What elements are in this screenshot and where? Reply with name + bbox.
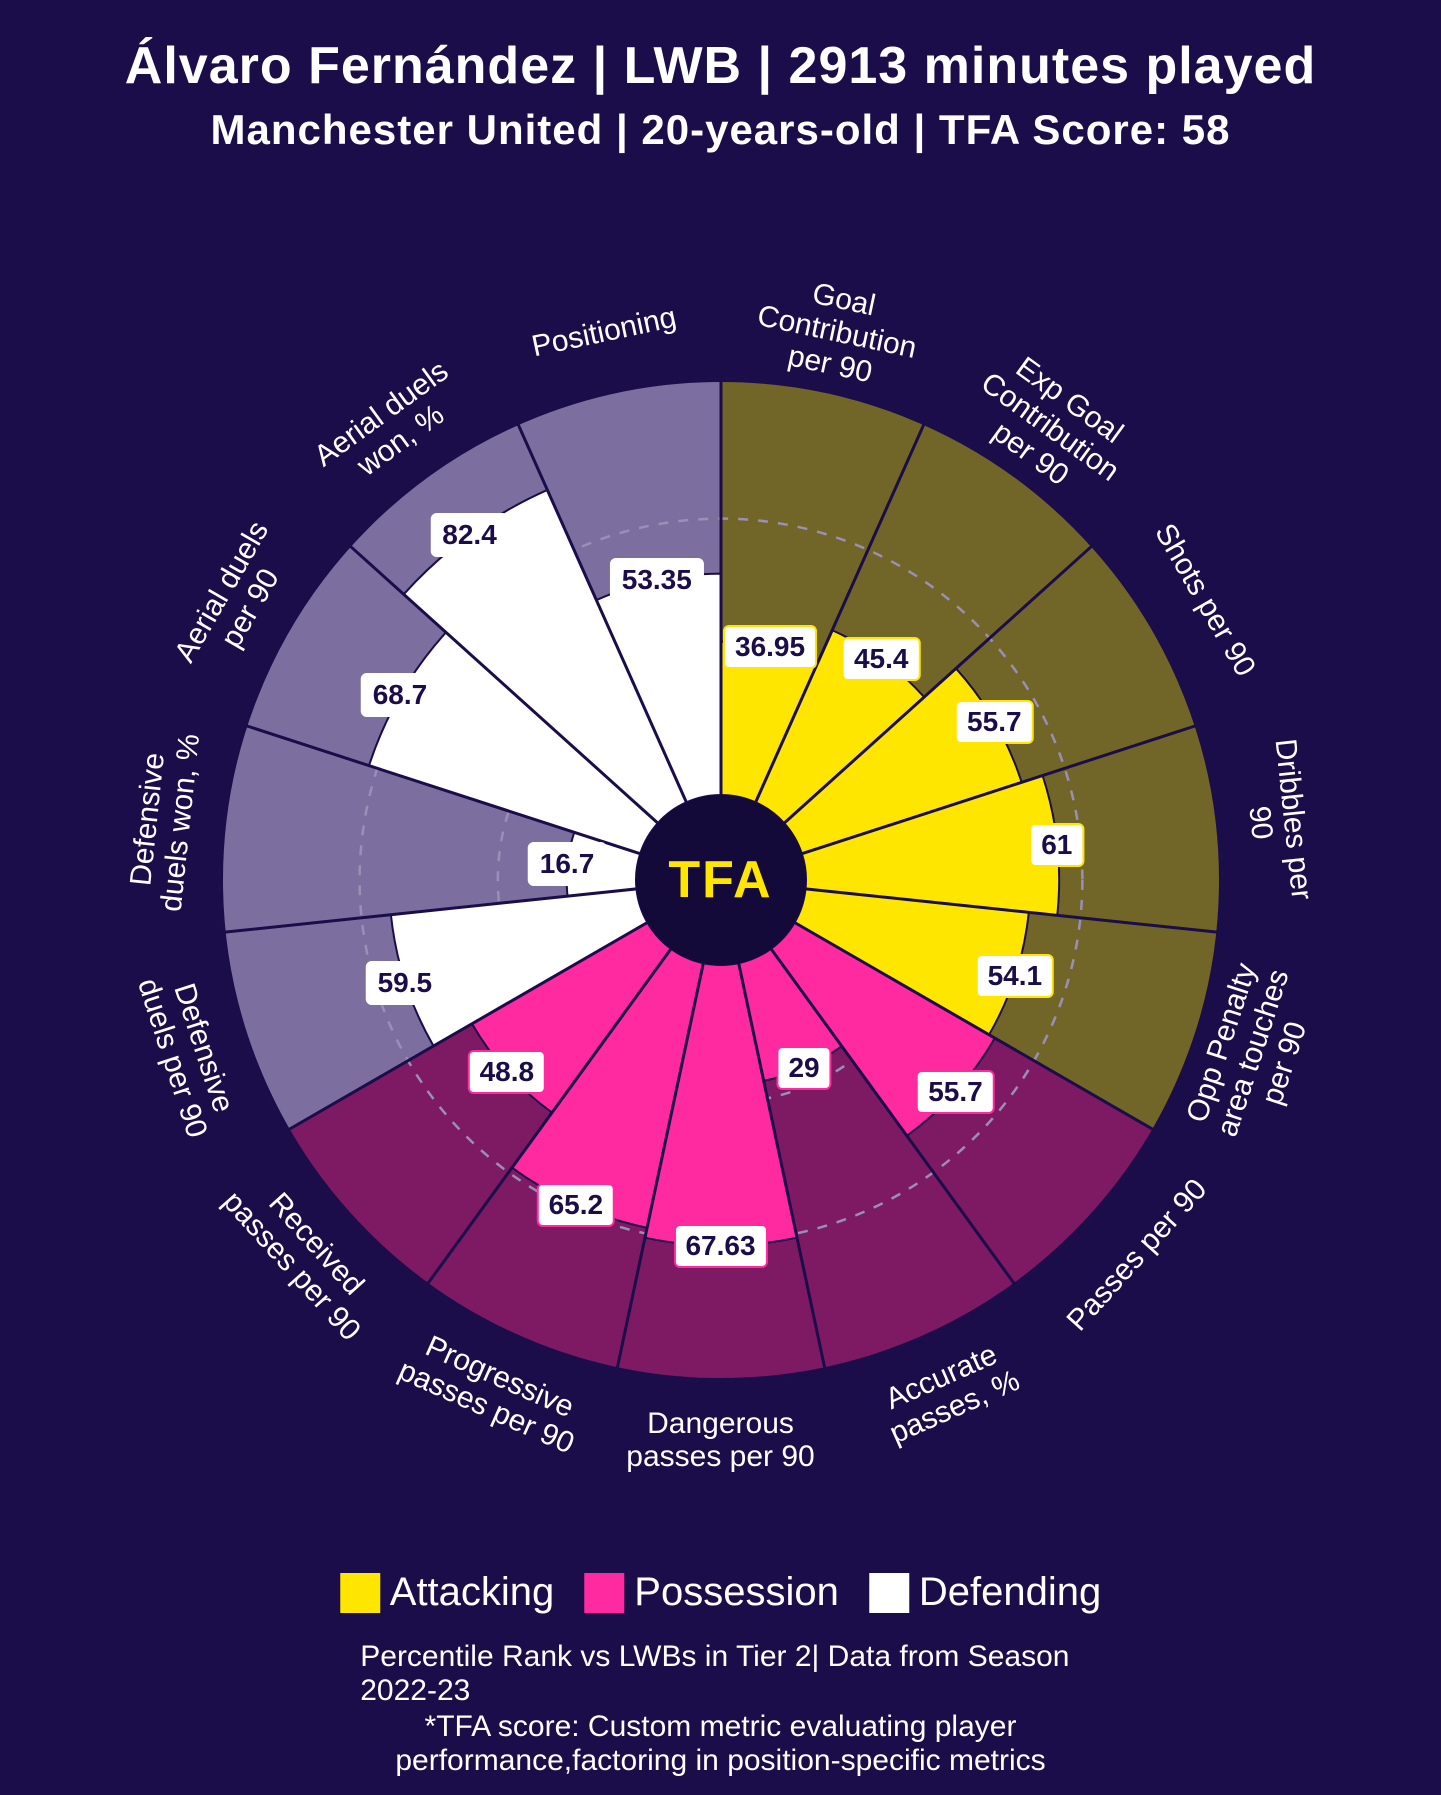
value-label: 82.4 [430,513,509,557]
subtitle: Manchester United | 20-years-old | TFA S… [0,106,1441,154]
title: Álvaro Fernández | LWB | 2913 minutes pl… [0,36,1441,96]
value-label: 53.35 [610,558,704,602]
legend-item: Attacking [340,1570,555,1615]
legend-swatch [584,1573,624,1613]
value-label: 36.95 [723,625,817,669]
legend-label: Defending [919,1570,1101,1615]
legend-label: Attacking [390,1570,555,1615]
metric-label: Dangerous passes per 90 [621,1407,821,1473]
legend-swatch [340,1573,380,1613]
legend-label: Possession [634,1570,839,1615]
legend-item: Possession [584,1570,839,1615]
center-logo: TFA [636,795,806,965]
value-label: 59.5 [366,961,445,1005]
footnote-line-1: Percentile Rank vs LWBs in Tier 2| Data … [360,1640,1081,1708]
legend-swatch [869,1573,909,1613]
value-label: 65.2 [537,1183,616,1227]
value-label: 48.8 [468,1050,547,1094]
value-label: 67.63 [673,1224,767,1268]
infographic-container: Álvaro Fernández | LWB | 2913 minutes pl… [0,0,1441,1795]
value-label: 45.4 [842,637,921,681]
value-label: 29 [776,1046,831,1090]
value-label: 61 [1029,823,1084,867]
polar-chart: 36.95 45.4 55.7 61 54.1 55.7 29 67.63 65.2 48.8 59… [71,230,1371,1530]
value-label: 54.1 [976,954,1055,998]
value-label: 55.7 [955,700,1034,744]
value-label: 16.7 [528,842,607,886]
footnote-line-2: *TFA score: Custom metric evaluating pla… [360,1710,1081,1778]
legend: Attacking Possession Defending [340,1570,1101,1615]
value-label: 55.7 [916,1070,995,1114]
header: Álvaro Fernández | LWB | 2913 minutes pl… [0,0,1441,154]
value-label: 68.7 [361,673,440,717]
legend-item: Defending [869,1570,1101,1615]
